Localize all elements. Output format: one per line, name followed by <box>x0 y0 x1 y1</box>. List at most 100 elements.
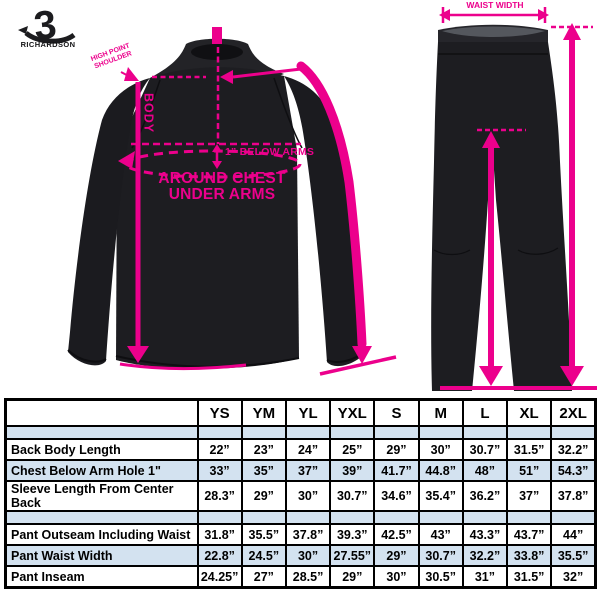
measurement-row: Back Body Length 22” 23” 24” 25” 29” 30” 30.7” 3… <box>4 438 597 461</box>
value-cell: 43” <box>417 523 464 546</box>
value-cell: 51” <box>506 459 553 482</box>
spacer-row <box>4 510 597 525</box>
measurement-row: Chest Below Arm Hole 1" 33” 35” 37” 39” 41.7”… <box>4 459 597 482</box>
row-label-cell: Pant Outseam Including Waist <box>4 523 199 546</box>
value-cell: 33.8” <box>506 544 553 567</box>
spacer-cell <box>506 510 553 525</box>
size-table-body: YS YM YL YXL S M L XL 2XL Back Body Length 22” 23” 2… <box>4 398 597 589</box>
value-cell: 37” <box>284 459 332 482</box>
spacer-cell <box>4 510 199 525</box>
pants-measurements <box>439 7 597 390</box>
chest-tape-ellipse <box>124 149 302 179</box>
brand-wordmark: RICHARDSON <box>20 40 76 49</box>
spacer-cell <box>417 425 464 440</box>
value-cell: 39” <box>329 459 376 482</box>
value-cell: 30.7” <box>329 480 376 512</box>
spacer-cell <box>240 510 287 525</box>
pants-silhouette <box>431 24 572 391</box>
row-label-cell: Chest Below Arm Hole 1" <box>4 459 199 482</box>
value-cell: 44.8” <box>417 459 464 482</box>
value-cell: 44” <box>550 523 597 546</box>
value-cell: 28.5” <box>284 565 332 589</box>
spacer-cell <box>417 510 464 525</box>
sleeve-measure-line <box>232 67 302 79</box>
size-column-header: XL <box>506 398 553 427</box>
value-cell: 37.8” <box>550 480 597 512</box>
value-cell: 36.2” <box>461 480 509 512</box>
spacer-cell <box>329 510 376 525</box>
spacer-cell <box>196 425 243 440</box>
value-cell: 32.2” <box>550 438 597 461</box>
spacer-cell <box>240 425 287 440</box>
value-cell: 27” <box>240 565 287 589</box>
value-cell: 39.3” <box>329 523 376 546</box>
logo-swoosh <box>24 30 76 44</box>
logo-accent <box>18 26 28 34</box>
size-column-header: L <box>461 398 509 427</box>
value-cell: 24” <box>284 438 332 461</box>
value-cell: 30.7” <box>461 438 509 461</box>
value-cell: 31.8” <box>196 523 243 546</box>
jacket-measurements <box>118 27 397 376</box>
value-cell: 24.5” <box>240 544 287 567</box>
waist-arrowhead-left <box>439 9 450 21</box>
shoulder-label-arrowhead <box>124 67 139 81</box>
sleeve-cuff-arrowhead <box>352 346 372 364</box>
value-cell: 43.3” <box>461 523 509 546</box>
value-cell: 30” <box>284 544 332 567</box>
value-cell: 32.2” <box>461 544 509 567</box>
size-column-header: YL <box>284 398 332 427</box>
spacer-cell <box>373 425 420 440</box>
spacer-cell <box>550 425 597 440</box>
outseam-arrowhead-down <box>560 366 584 386</box>
value-cell: 31” <box>461 565 509 589</box>
spacer-cell <box>196 510 243 525</box>
spacer-cell <box>461 510 509 525</box>
value-cell: 22.8” <box>196 544 243 567</box>
below-arms-label: 1” BELOW ARMS <box>225 146 315 158</box>
value-cell: 35.5” <box>550 544 597 567</box>
neck-arrowhead <box>220 70 233 84</box>
value-cell: 33” <box>196 459 243 482</box>
cuff-tick-line <box>319 355 397 376</box>
value-cell: 28.3” <box>196 480 243 512</box>
measurement-row: Pant Inseam 24.25” 27” 28.5” 29” 30” 30.5” 31” 3… <box>4 565 597 589</box>
spacer-cell <box>4 425 199 440</box>
value-cell: 25” <box>329 438 376 461</box>
spacer-cell <box>461 425 509 440</box>
value-cell: 22” <box>196 438 243 461</box>
below-arms-arrow-down <box>212 161 222 169</box>
diagram-layer: 3 <box>18 2 597 391</box>
inseam-arrowhead-down <box>479 366 503 386</box>
outseam-arrowhead-up <box>563 23 581 40</box>
hem-line <box>119 362 247 371</box>
value-cell: 37.8” <box>284 523 332 546</box>
spacer-cell <box>550 510 597 525</box>
corner-cell <box>4 398 199 427</box>
value-cell: 29” <box>373 544 420 567</box>
value-cell: 42.5” <box>373 523 420 546</box>
value-cell: 32” <box>550 565 597 589</box>
inseam-arrowhead-up <box>482 131 500 148</box>
value-cell: 30” <box>284 480 332 512</box>
value-cell: 23” <box>240 438 287 461</box>
body-length-label: BODY <box>141 93 156 134</box>
value-cell: 41.7” <box>373 459 420 482</box>
chest-tape-arrowhead <box>118 151 135 169</box>
row-label-cell: Back Body Length <box>4 438 199 461</box>
value-cell: 34.6” <box>373 480 420 512</box>
sleeve-length-band <box>296 61 367 349</box>
spacer-cell <box>284 510 332 525</box>
waist-arrowhead-right <box>538 9 549 21</box>
value-cell: 24.25” <box>196 565 243 589</box>
body-length-arrowhead <box>127 346 149 363</box>
value-cell: 29” <box>329 565 376 589</box>
size-header-row: YS YM YL YXL S M L XL 2XL <box>4 398 597 427</box>
spacer-cell <box>373 510 420 525</box>
spacer-cell <box>329 425 376 440</box>
value-cell: 31.5” <box>506 438 553 461</box>
value-cell: 31.5” <box>506 565 553 589</box>
size-column-header: YXL <box>329 398 376 427</box>
pant-waist-label: WAIST WIDTH <box>466 0 524 10</box>
